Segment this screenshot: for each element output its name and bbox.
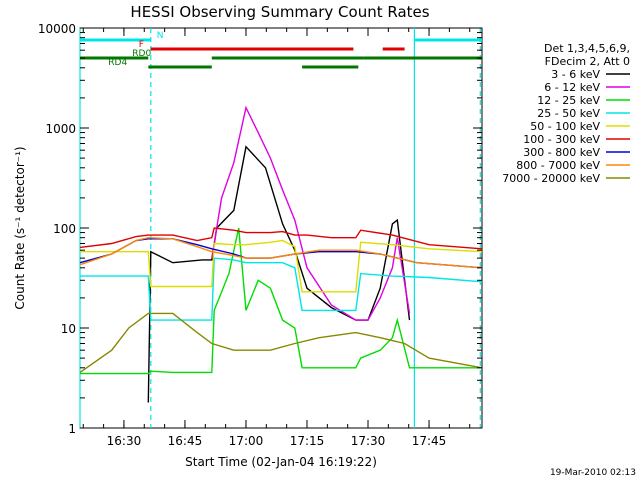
legend-header-0: Det 1,3,4,5,6,9, xyxy=(544,42,630,55)
axes: 16:30 16:45 17:00 17:15 17:30 17:45 1 10 100 1000… xyxy=(38,22,482,448)
legend-label-8: 7000 - 20000 keV xyxy=(502,172,600,185)
x-tick-label-2: 17:00 xyxy=(229,434,264,448)
legend-label-0: 3 - 6 keV xyxy=(551,68,600,81)
y-tick-label-1: 10 xyxy=(61,322,76,336)
legend-label-4: 50 - 100 keV xyxy=(530,120,600,133)
series-line-1 xyxy=(211,105,411,321)
series-line-4 xyxy=(80,239,483,293)
legend-label-7: 800 - 7000 keV xyxy=(516,159,600,172)
x-tick-label-3: 17:15 xyxy=(290,434,325,448)
legend-label-5: 100 - 300 keV xyxy=(523,133,600,146)
legend-label-2: 12 - 25 keV xyxy=(537,94,600,107)
y-tick-label-4: 10000 xyxy=(38,22,76,36)
series-line-3 xyxy=(80,257,483,321)
x-tick-label-5: 17:45 xyxy=(412,434,447,448)
series-line-5 xyxy=(79,227,483,250)
state-bar-label-1: F xyxy=(139,40,144,50)
state-bar-label-2: RD0 xyxy=(132,49,151,59)
x-axis-label: Start Time (02-Jan-04 16:19:22) xyxy=(185,455,377,469)
series-line-0 xyxy=(147,145,411,403)
y-axis-label: Count Rate (s⁻¹ detector⁻¹) xyxy=(13,146,27,309)
legend-label-6: 300 - 800 keV xyxy=(523,146,600,159)
series-line-7 xyxy=(79,236,483,269)
state-bar-label-3: RD4 xyxy=(108,58,127,68)
legend-header-1: FDecim 2, Att 0 xyxy=(545,55,630,68)
series-line-8 xyxy=(79,312,483,373)
legend: Det 1,3,4,5,6,9,FDecim 2, Att 03 - 6 keV… xyxy=(502,42,630,185)
state-bar-label-0: N xyxy=(157,31,164,41)
legend-label-1: 6 - 12 keV xyxy=(544,81,600,94)
x-tick-label-4: 17:30 xyxy=(351,434,386,448)
footer-timestamp: 19-Mar-2010 02:13 xyxy=(550,468,636,478)
x-tick-label-0: 16:30 xyxy=(107,434,142,448)
legend-label-3: 25 - 50 keV xyxy=(537,107,600,120)
y-tick-label-2: 100 xyxy=(53,222,76,236)
y-tick-label-3: 1000 xyxy=(45,122,76,136)
x-tick-label-1: 16:45 xyxy=(168,434,203,448)
chart-title: HESSI Observing Summary Count Rates xyxy=(130,3,429,21)
series-line-2 xyxy=(80,227,482,375)
y-tick-label-0: 1 xyxy=(68,422,76,436)
